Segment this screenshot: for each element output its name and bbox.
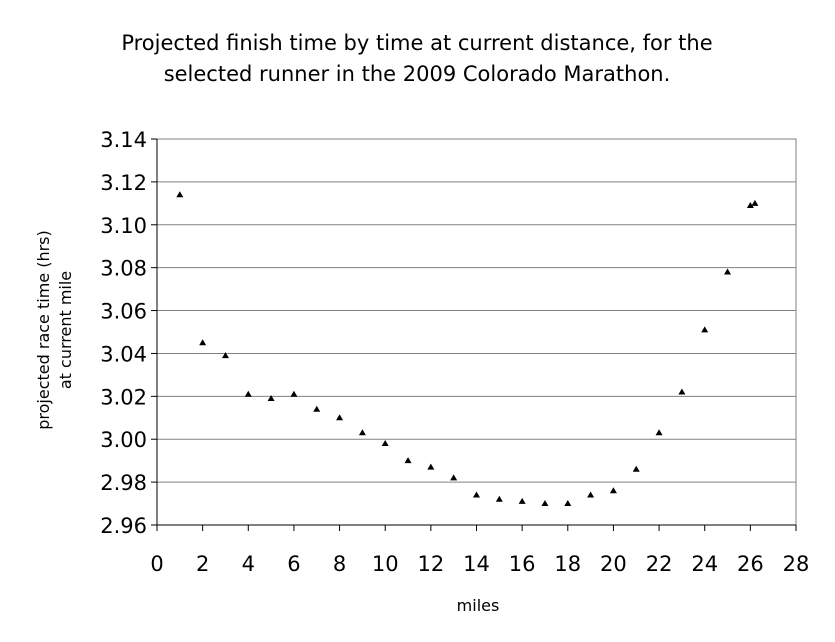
x-tick-label: 20 <box>600 552 627 576</box>
y-tick-label: 3.02 <box>100 385 147 409</box>
x-tick-label: 12 <box>417 552 444 576</box>
x-tick-label: 14 <box>463 552 490 576</box>
data-point <box>404 457 412 464</box>
data-point <box>564 500 572 507</box>
y-axis-title-line-2: at current mile <box>56 271 75 389</box>
y-tick-label: 3.06 <box>100 300 147 324</box>
data-point <box>632 465 640 472</box>
data-point <box>381 440 389 447</box>
y-axis-title: projected race time (hrs) at current mil… <box>34 230 75 430</box>
y-tick-label: 2.96 <box>100 514 147 538</box>
x-tick-label: 18 <box>554 552 581 576</box>
data-point <box>199 339 207 346</box>
data-point <box>473 491 480 498</box>
chart-title-line-2: selected runner in the 2009 Colorado Mar… <box>164 62 671 86</box>
y-axis-title-line-1: projected race time (hrs) <box>34 230 53 430</box>
plot-area <box>156 138 797 526</box>
x-tick-label: 16 <box>509 552 536 576</box>
y-tick-label: 3.14 <box>100 128 147 152</box>
data-point <box>427 463 435 470</box>
data-point <box>267 394 275 401</box>
y-tick-label: 3.08 <box>100 257 147 281</box>
x-tick-label: 22 <box>646 552 673 576</box>
data-point <box>746 201 754 208</box>
y-tick-label: 2.98 <box>100 471 147 495</box>
data-point <box>244 390 252 397</box>
data-point <box>313 405 321 412</box>
x-tick-label: 26 <box>737 552 764 576</box>
x-tick-label: 0 <box>150 552 163 576</box>
data-point <box>701 326 709 333</box>
gridlines <box>157 138 796 483</box>
y-tick-label: 3.12 <box>100 171 147 195</box>
data-point <box>290 390 298 397</box>
x-tick-label: 6 <box>287 552 300 576</box>
chart-title-line-1: Projected finish time by time at current… <box>121 31 712 55</box>
data-point <box>678 388 686 395</box>
data-point <box>495 495 503 502</box>
data-point <box>518 497 526 504</box>
axis-ticks: 2.96 2.98 3.00 3.02 3.04 3.06 3.08 3.10 3.12 3.14… <box>100 128 809 576</box>
x-tick-label: 28 <box>783 552 810 576</box>
data-point <box>751 199 759 206</box>
data-point <box>450 474 458 481</box>
data-point <box>336 414 344 421</box>
y-tick-label: 3.04 <box>100 342 147 366</box>
data-point <box>609 487 617 494</box>
x-tick-label: 2 <box>196 552 209 576</box>
data-points <box>176 191 759 507</box>
data-point <box>655 429 663 436</box>
x-tick-label: 4 <box>242 552 255 576</box>
data-point <box>587 491 595 498</box>
data-point <box>358 429 366 436</box>
data-point <box>541 500 549 507</box>
x-tick-label: 10 <box>372 552 399 576</box>
data-point <box>176 191 184 198</box>
data-point <box>724 268 732 275</box>
x-tick-label: 24 <box>691 552 718 576</box>
x-axis-title: miles <box>457 596 500 615</box>
y-tick-label: 3.00 <box>100 428 147 452</box>
data-point <box>221 352 229 359</box>
y-tick-label: 3.10 <box>100 214 147 238</box>
x-tick-label: 8 <box>333 552 346 576</box>
